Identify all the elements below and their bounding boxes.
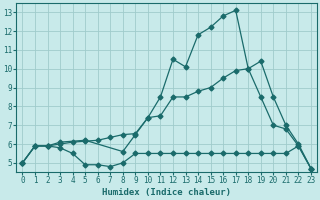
X-axis label: Humidex (Indice chaleur): Humidex (Indice chaleur) (102, 188, 231, 197)
